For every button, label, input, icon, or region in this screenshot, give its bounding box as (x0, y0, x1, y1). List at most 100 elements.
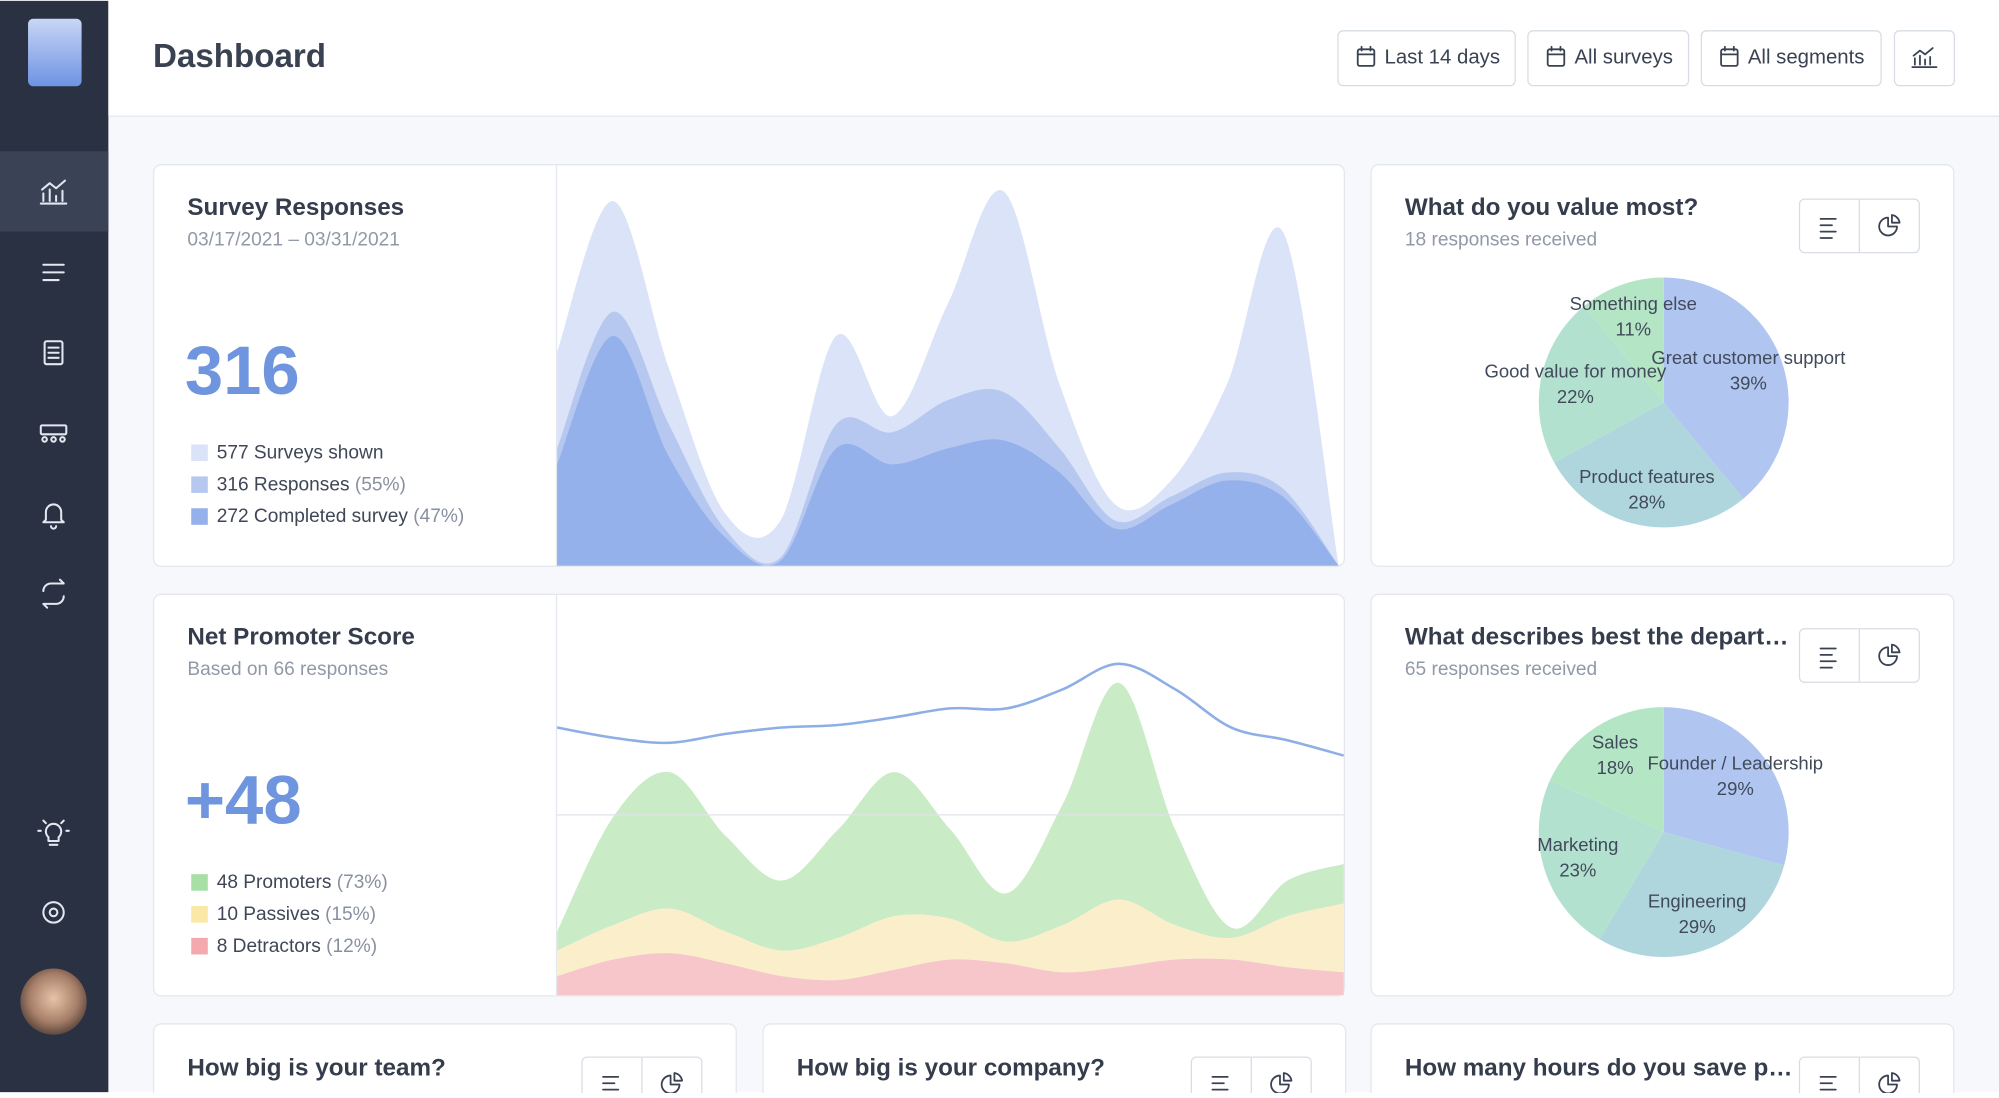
pie-view-icon[interactable] (660, 1072, 683, 1095)
card-title: How big is your team? (187, 1055, 445, 1082)
legend-label: 316 Responses (217, 474, 350, 495)
button-label: All surveys (1574, 47, 1673, 69)
page-title: Dashboard (153, 38, 326, 75)
filter-button[interactable]: Last 14 days (1337, 30, 1516, 87)
legend-item: 272 Completed survey (47%) (217, 506, 465, 527)
pie-view-icon[interactable] (1270, 1072, 1293, 1095)
slice-label: Good value for money (1484, 361, 1666, 382)
area (557, 335, 1339, 566)
bar-view-icon[interactable] (1819, 647, 1837, 669)
button-label: All segments (1748, 47, 1865, 69)
card-subtitle: Based on 66 responses (187, 659, 388, 680)
legend-item: 10 Passives (15%) (217, 904, 376, 925)
legend-pct: (73%) (337, 872, 388, 893)
card-subtitle: 18 responses received (1405, 230, 1597, 251)
score-line (556, 662, 1345, 757)
nav-active (0, 151, 109, 232)
nav-surveys[interactable] (43, 340, 64, 366)
icon (1546, 48, 1566, 67)
legend-swatch (191, 508, 208, 525)
legend-swatch (191, 476, 208, 493)
button-frame (1700, 30, 1882, 87)
slice-label: Founder / Leadership (1648, 753, 1824, 774)
card-subtitle: 03/17/2021 – 03/31/2021 (187, 230, 400, 251)
card-subtitle: 65 responses received (1405, 659, 1597, 680)
slice-value: 23% (1559, 859, 1596, 880)
big-number: 316 (185, 332, 300, 409)
pie-slice (1538, 306, 1664, 463)
pie-slice (1584, 277, 1664, 403)
nav-segments[interactable] (39, 424, 68, 443)
pie-slice (1663, 707, 1789, 866)
pie-slice (1599, 832, 1785, 958)
nav-dashboard[interactable] (39, 179, 68, 205)
avatar[interactable] (20, 968, 87, 1035)
legend-pct: (15%) (325, 904, 376, 925)
pie-view-icon[interactable] (1878, 214, 1901, 237)
slice-value: 29% (1717, 778, 1754, 799)
slice-label: Marketing (1537, 834, 1618, 855)
legend-swatch (191, 444, 208, 462)
slice-label: Something else (1570, 293, 1697, 314)
nav-list[interactable] (42, 263, 65, 282)
area (557, 953, 1344, 996)
legend-pct: (55%) (355, 474, 406, 495)
icon (1720, 48, 1739, 67)
nav-ideas[interactable] (37, 819, 70, 846)
bar-view-icon[interactable] (1819, 1075, 1837, 1097)
legend-label: 48 Promoters (217, 872, 332, 893)
nav-settings[interactable] (42, 901, 65, 924)
bar-view-icon[interactable] (1211, 1075, 1229, 1097)
legend-label: 8 Detractors (217, 936, 321, 957)
pie-slice (1554, 402, 1744, 528)
chart-toggle[interactable] (1893, 30, 1956, 87)
legend-swatch (191, 874, 208, 891)
area (557, 682, 1344, 951)
card-title: How big is your company? (797, 1055, 1105, 1082)
legend-item: 577 Surveys shown (217, 442, 384, 463)
area (557, 311, 1339, 566)
filters: Last 14 days All surveys All segments (1337, 30, 1882, 87)
slice-label: Engineering (1648, 891, 1747, 912)
button-label: Last 14 days (1385, 47, 1501, 69)
filter-button[interactable]: All segments (1700, 30, 1882, 87)
button-frame (1337, 30, 1516, 87)
pie-view-icon[interactable] (1878, 1072, 1901, 1095)
nav-notifications[interactable] (42, 503, 65, 530)
slice-value: 11% (1615, 318, 1651, 339)
filter-button[interactable]: All surveys (1527, 30, 1690, 87)
slice-value: 39% (1730, 373, 1767, 394)
legend-label: 577 Surveys shown (217, 442, 384, 463)
button-icon (1546, 45, 1566, 67)
bar-view-icon[interactable] (1819, 217, 1837, 239)
button-frame (1527, 30, 1690, 87)
slice-value: 29% (1679, 916, 1716, 937)
card-title: Survey Responses (187, 194, 404, 221)
area (557, 899, 1344, 981)
pie-slice (1538, 780, 1664, 940)
area (557, 189, 1339, 566)
card-title: Net Promoter Score (187, 624, 414, 651)
pie-slice (1663, 277, 1789, 499)
logo[interactable] (28, 18, 82, 87)
nav-integrations[interactable] (42, 578, 65, 609)
legend-swatch (191, 937, 208, 955)
legend-pct: (47%) (413, 506, 464, 527)
icon (1356, 48, 1376, 67)
slice-value: 28% (1628, 491, 1665, 512)
legend-label: 10 Passives (217, 904, 320, 925)
icon (1720, 45, 1739, 56)
pie-view-icon[interactable] (1878, 643, 1901, 666)
icon (1356, 45, 1376, 56)
slice-value: 22% (1557, 386, 1594, 407)
slice-label: Sales (1592, 732, 1638, 753)
button-icon (1720, 45, 1739, 67)
slice-label: Product features (1579, 466, 1715, 487)
pie-slice (1550, 707, 1664, 833)
card-title: What describes best the depart… (1405, 624, 1789, 651)
legend-pct: (12%) (326, 936, 377, 957)
bar-view-icon[interactable] (602, 1075, 620, 1097)
card-title: How many hours do you save p… (1405, 1055, 1793, 1082)
legend-item: 48 Promoters (73%) (217, 872, 388, 893)
